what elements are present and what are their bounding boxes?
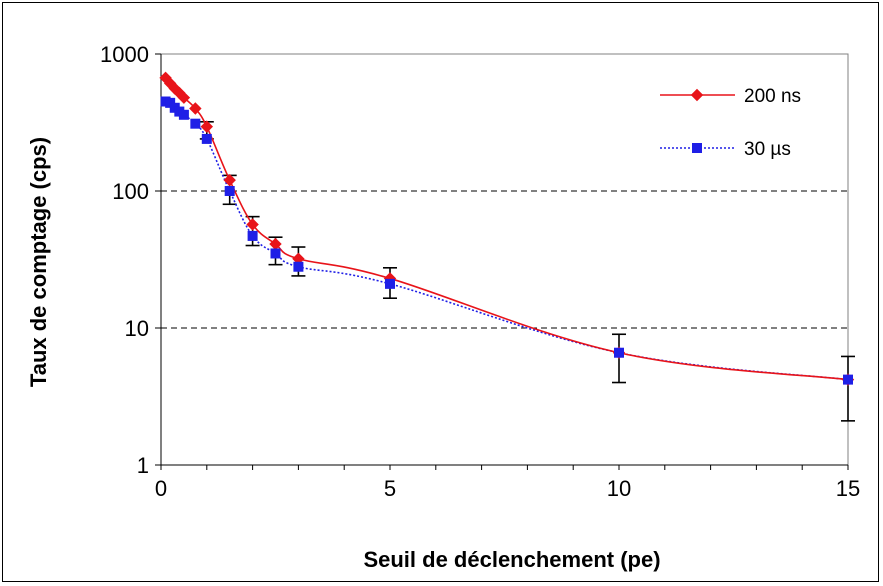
x-tick-label: 15 bbox=[836, 476, 860, 501]
diamond-marker bbox=[223, 173, 236, 187]
diamond-marker bbox=[246, 218, 259, 231]
square-marker bbox=[201, 133, 212, 144]
square-marker bbox=[178, 109, 189, 120]
square-marker bbox=[614, 347, 624, 358]
y-axis-title: Taux de comptage (cps) bbox=[26, 137, 51, 387]
y-tick-label: 1 bbox=[137, 453, 149, 478]
x-tick-label: 5 bbox=[384, 476, 396, 501]
series-line bbox=[165, 100, 849, 381]
square-marker bbox=[385, 278, 395, 289]
square-marker bbox=[293, 261, 304, 272]
legend: 200 ns 30 µs bbox=[660, 86, 801, 160]
plot-area bbox=[160, 53, 849, 466]
axes bbox=[160, 54, 848, 466]
legend-label: 200 ns bbox=[744, 86, 801, 107]
ticks: 1 10 100 1000 0 5 10 15 bbox=[100, 42, 860, 501]
grid bbox=[161, 190, 848, 329]
square-marker bbox=[843, 374, 853, 385]
diamond-marker bbox=[200, 120, 214, 133]
square-marker bbox=[190, 118, 201, 129]
square-marker bbox=[270, 248, 281, 259]
legend-label: 30 µs bbox=[744, 139, 791, 160]
diamond-marker bbox=[177, 91, 191, 104]
square-marker bbox=[224, 186, 235, 196]
y-tick-label: 100 bbox=[112, 179, 149, 204]
y-tick-label: 1000 bbox=[100, 42, 149, 67]
x-axis-title: Seuil de déclenchement (pe) bbox=[363, 547, 660, 572]
x-tick-label: 10 bbox=[607, 476, 631, 501]
square-marker bbox=[247, 230, 258, 241]
diamond-marker bbox=[189, 102, 202, 115]
legend-marker bbox=[690, 88, 704, 102]
legend-marker bbox=[692, 143, 702, 153]
x-tick-label: 0 bbox=[155, 476, 167, 501]
series-group bbox=[159, 71, 855, 386]
y-tick-label: 10 bbox=[125, 316, 149, 341]
